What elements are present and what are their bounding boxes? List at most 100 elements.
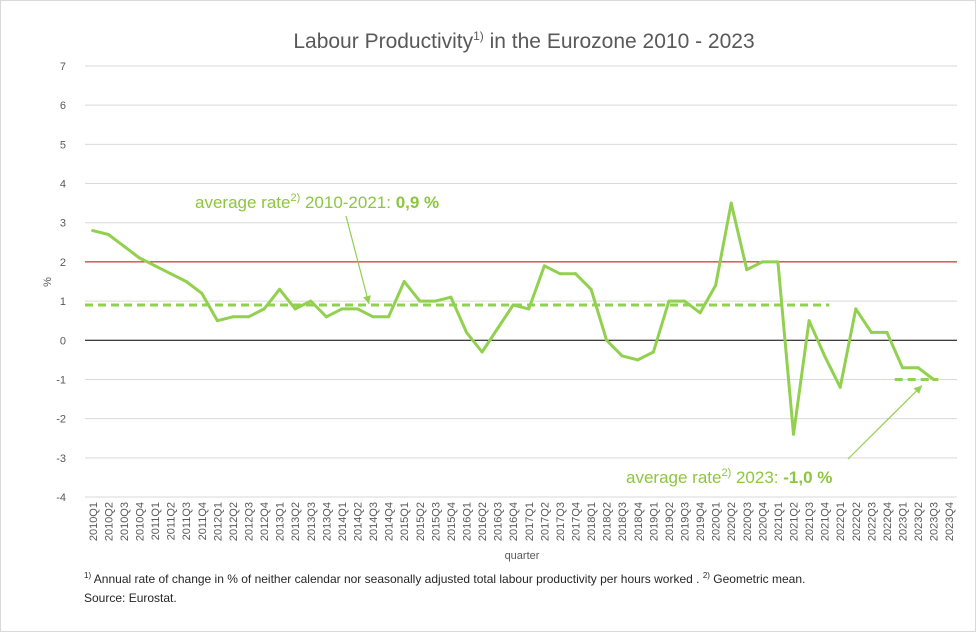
x-tick-label: 2020Q3 [742, 502, 754, 541]
x-tick-label: 2012Q4 [259, 502, 271, 541]
arrow-to-average-2010-2021 [345, 215, 371, 305]
x-tick-label: 2021Q1 [773, 502, 785, 541]
x-tick-label: 2012Q3 [244, 502, 256, 541]
y-tick-label: 2 [60, 257, 66, 269]
data-point [823, 354, 827, 358]
x-axis-label: quarter [505, 550, 540, 562]
x-tick-label: 2019Q2 [664, 502, 676, 541]
data-point [371, 315, 375, 319]
x-tick-label: 2017Q2 [539, 502, 551, 541]
data-point [231, 315, 235, 319]
y-axis-ticks: -4 -3 -2 -1 0 1 2 3 4 5 6 7 [56, 61, 66, 504]
chart-title-footnote-mark: 1) [473, 29, 484, 43]
data-point [465, 330, 468, 334]
data-point [356, 307, 359, 311]
x-tick-label: 2011Q2 [166, 502, 178, 540]
x-tick-label: 2023Q2 [913, 502, 925, 541]
x-tick-label: 2016Q4 [508, 502, 520, 541]
y-tick-label: 3 [60, 218, 66, 230]
data-point [340, 307, 344, 311]
x-tick-label: 2021Q3 [804, 502, 816, 541]
x-tick-label: 2010Q3 [119, 502, 131, 541]
x-tick-label: 2011Q1 [150, 502, 162, 540]
arrow-shaft [345, 215, 370, 305]
data-point [792, 432, 795, 436]
x-tick-label: 2018Q2 [602, 502, 614, 541]
data-point [184, 280, 188, 283]
chart-title-main: Labour Productivity [293, 30, 473, 53]
y-tick-label: 0 [60, 335, 66, 347]
data-point [605, 338, 609, 342]
x-tick-label: 2015Q4 [446, 502, 458, 541]
data-point [433, 299, 437, 303]
data-point [932, 377, 936, 381]
x-tick-label: 2014Q3 [368, 502, 380, 541]
arrow-head [363, 295, 371, 305]
data-point [138, 256, 141, 260]
data-point [324, 315, 328, 319]
x-axis-ticks: 2010Q1 2010Q2 2010Q3 2010Q4 2011Q1 2011Q2 2011… [88, 502, 956, 541]
data-point [667, 299, 671, 303]
x-tick-label: 2019Q4 [695, 502, 707, 541]
y-tick-label: 5 [60, 139, 66, 151]
data-point [449, 295, 453, 299]
data-point [729, 201, 733, 205]
data-point [278, 287, 282, 291]
footnote-source: Source: Eurostat. [84, 591, 177, 605]
y-tick-label: 7 [60, 61, 66, 73]
data-point [636, 358, 640, 362]
x-tick-label: 2010Q4 [135, 502, 147, 541]
data-point [745, 268, 749, 272]
y-tick-label: -4 [56, 492, 66, 504]
data-point [91, 229, 95, 233]
x-tick-label: 2017Q3 [555, 502, 567, 541]
average-lines [85, 303, 939, 381]
x-tick-label: 2018Q4 [633, 502, 645, 541]
reference-lines [85, 261, 957, 341]
y-tick-label: -1 [56, 374, 66, 386]
x-tick-label: 2010Q2 [103, 502, 115, 541]
x-tick-label: 2017Q1 [524, 502, 536, 541]
x-tick-label: 2014Q1 [337, 502, 349, 541]
footnote-definitions: 1) Annual rate of change in % of neither… [84, 571, 806, 587]
y-tick-label: 1 [60, 296, 66, 308]
data-point [527, 307, 531, 311]
data-point [620, 354, 624, 358]
x-tick-label: 2011Q4 [197, 502, 209, 540]
data-point [387, 315, 391, 319]
x-tick-label: 2016Q2 [477, 502, 489, 541]
data-point [122, 244, 126, 248]
x-tick-label: 2014Q4 [384, 502, 396, 541]
data-point [714, 283, 718, 287]
data-point [169, 272, 173, 276]
x-tick-label: 2018Q3 [617, 502, 629, 541]
data-point [247, 315, 250, 319]
data-point [418, 299, 422, 303]
x-tick-label: 2022Q1 [835, 502, 847, 541]
data-point [885, 330, 889, 334]
x-tick-label: 2017Q4 [571, 502, 583, 541]
annotation-arrows [345, 215, 923, 460]
average-annotation-2023: average rate2) 2023: -1,0 % [626, 467, 832, 487]
x-tick-label: 2015Q3 [430, 502, 442, 541]
x-tick-label: 2020Q1 [711, 502, 723, 541]
data-point [854, 307, 858, 311]
x-tick-label: 2019Q1 [648, 502, 660, 541]
y-axis-label: % [42, 277, 54, 287]
y-tick-label: -2 [56, 414, 66, 426]
data-point [542, 264, 546, 268]
y-tick-label: 6 [60, 100, 66, 112]
data-point [869, 330, 873, 334]
data-point [683, 299, 686, 303]
arrow-shaft [847, 385, 923, 460]
x-tick-label: 2019Q3 [680, 502, 692, 541]
x-tick-label: 2014Q2 [353, 502, 365, 541]
data-point [106, 232, 110, 236]
data-point [215, 319, 219, 323]
x-tick-label: 2022Q3 [866, 502, 878, 541]
y-tick-label: 4 [60, 179, 66, 191]
data-point [496, 327, 500, 331]
gridlines [85, 65, 957, 498]
data-point [838, 385, 842, 389]
y-tick-label: -3 [56, 453, 66, 465]
